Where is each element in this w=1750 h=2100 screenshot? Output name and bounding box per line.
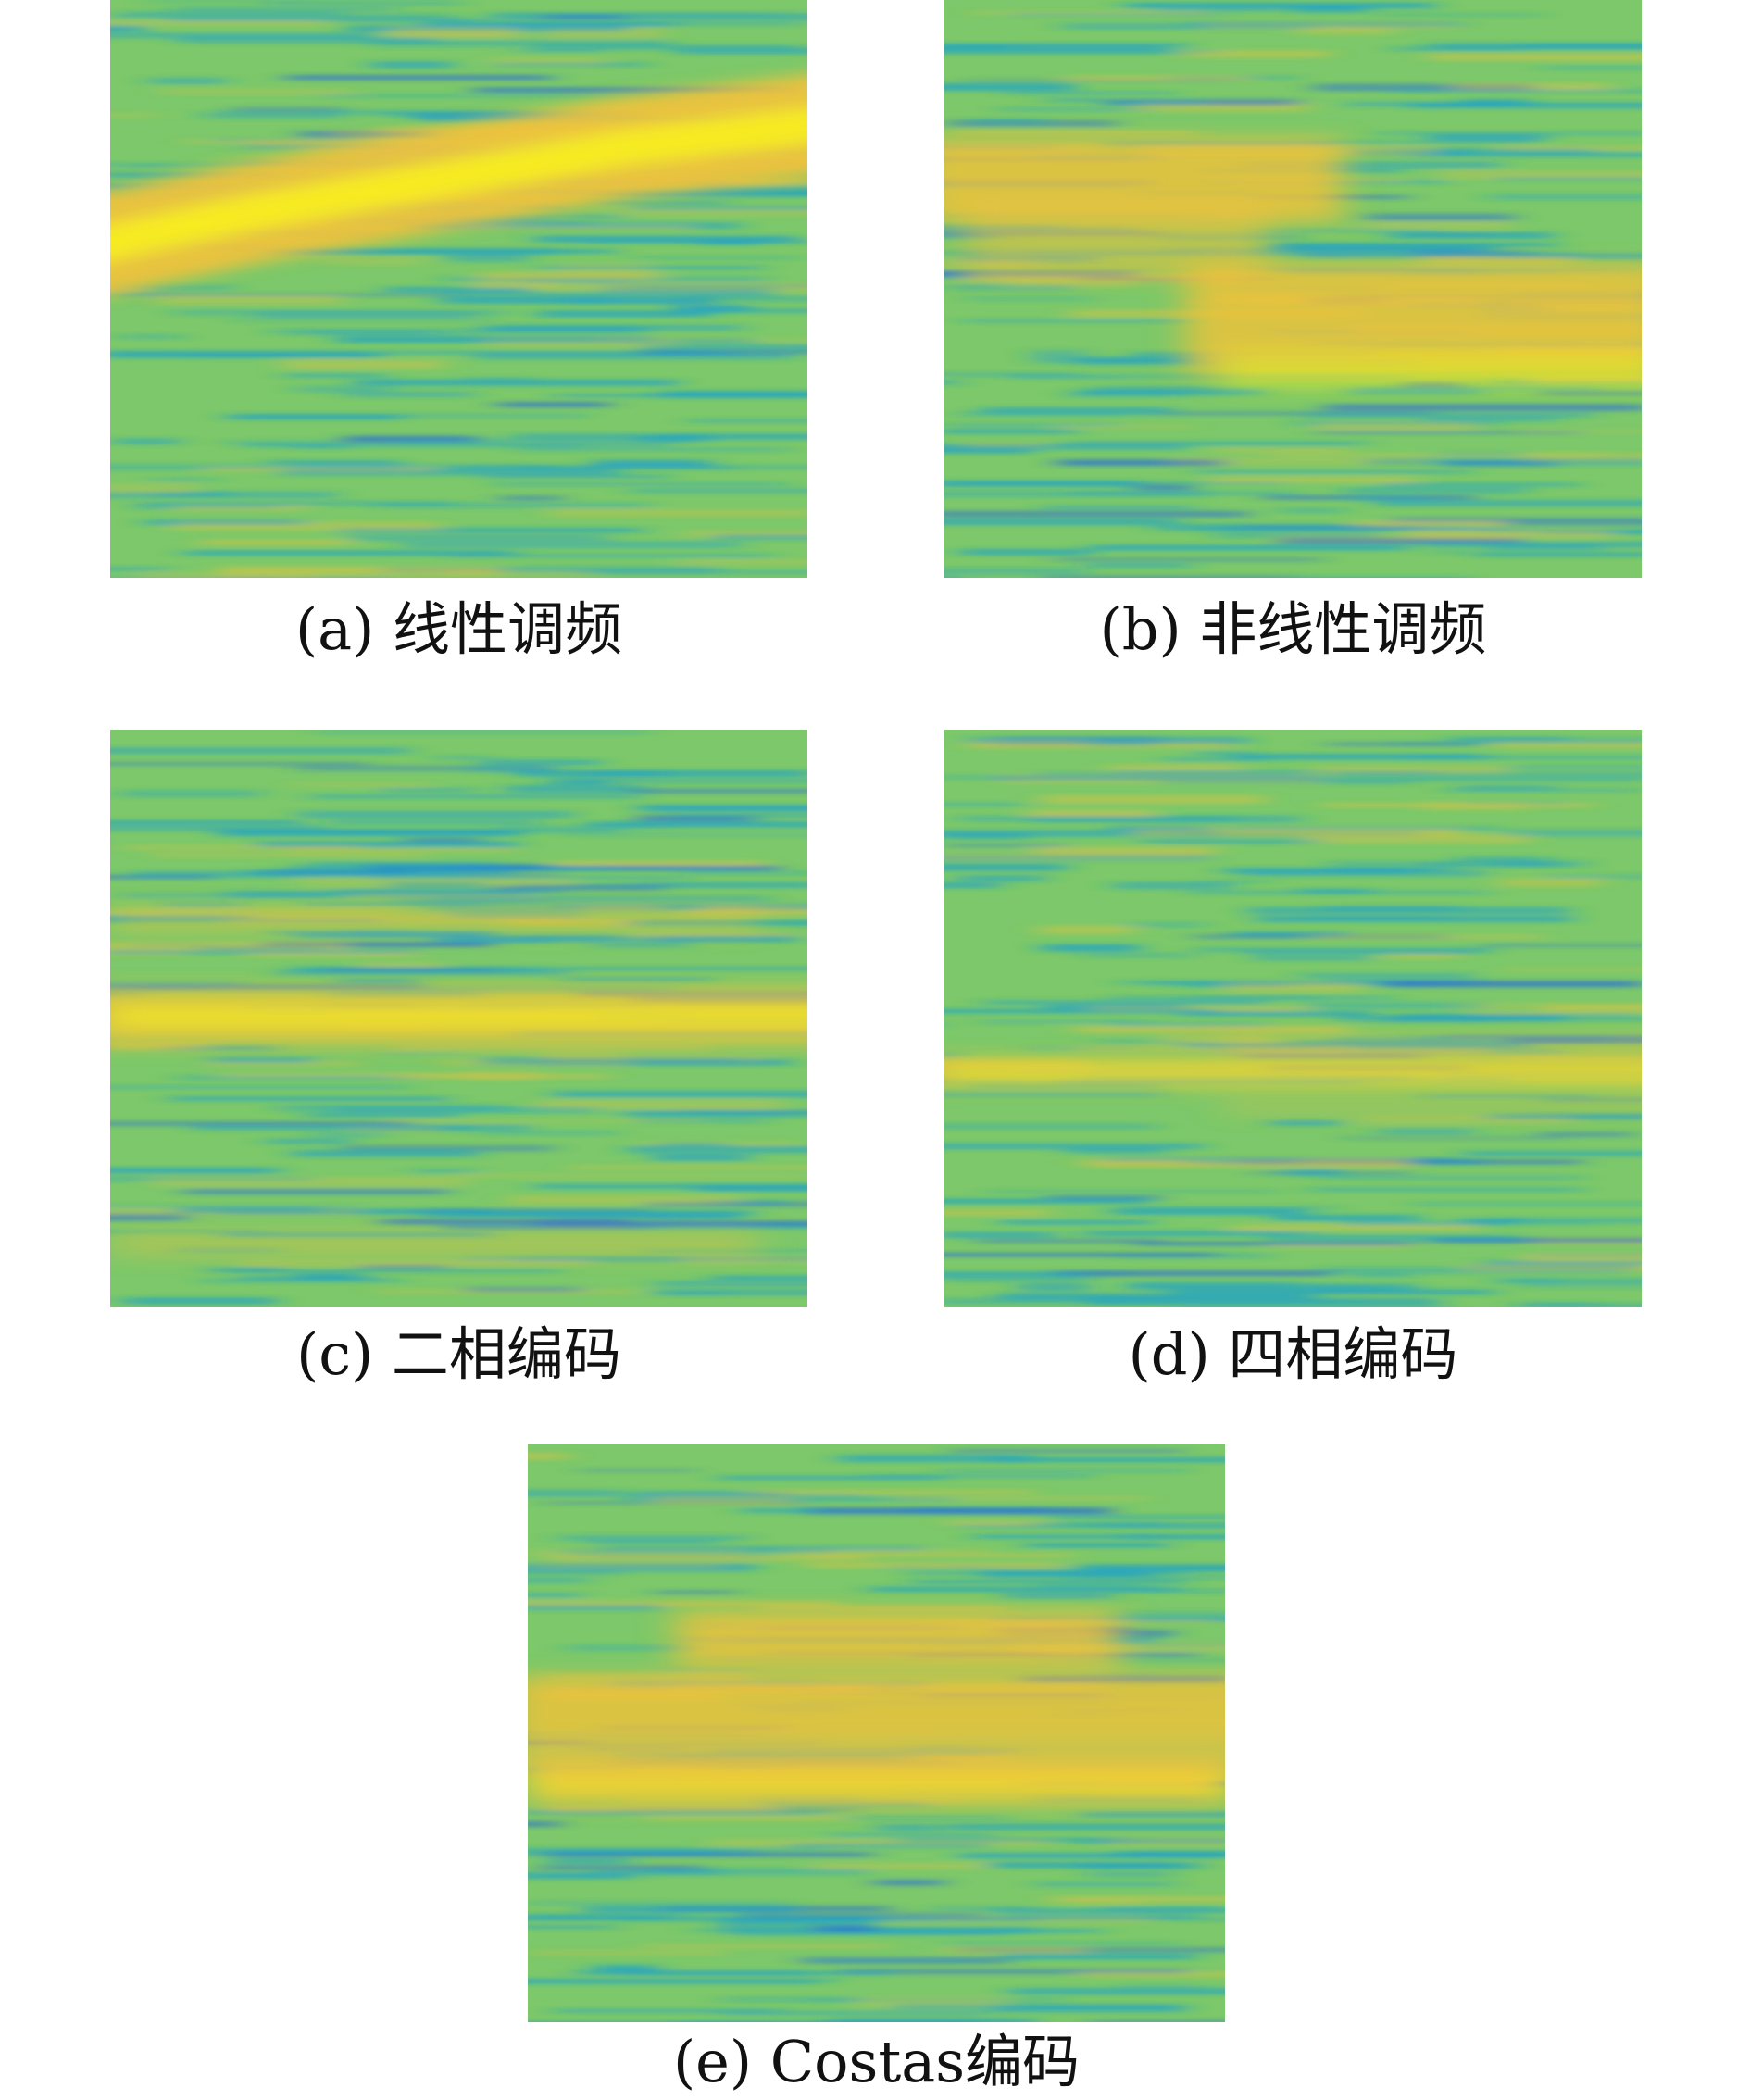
caption-binary-phase-code: (c) 二相编码 (296, 1320, 621, 1388)
time-frequency-image-costas-code (528, 1444, 1225, 2022)
time-frequency-image-linear-fm (110, 0, 807, 578)
time-frequency-image-binary-phase-code (110, 730, 807, 1307)
caption-nonlinear-fm: (b) 非线性调频 (1099, 595, 1487, 663)
caption-costas-code: (e) Costas编码 (672, 2028, 1081, 2095)
caption-quadriphase-code: (d) 四相编码 (1128, 1320, 1458, 1388)
time-frequency-image-nonlinear-fm (944, 0, 1642, 578)
time-frequency-image-quadriphase-code (944, 730, 1642, 1307)
caption-linear-fm: (a) 线性调频 (294, 595, 623, 663)
